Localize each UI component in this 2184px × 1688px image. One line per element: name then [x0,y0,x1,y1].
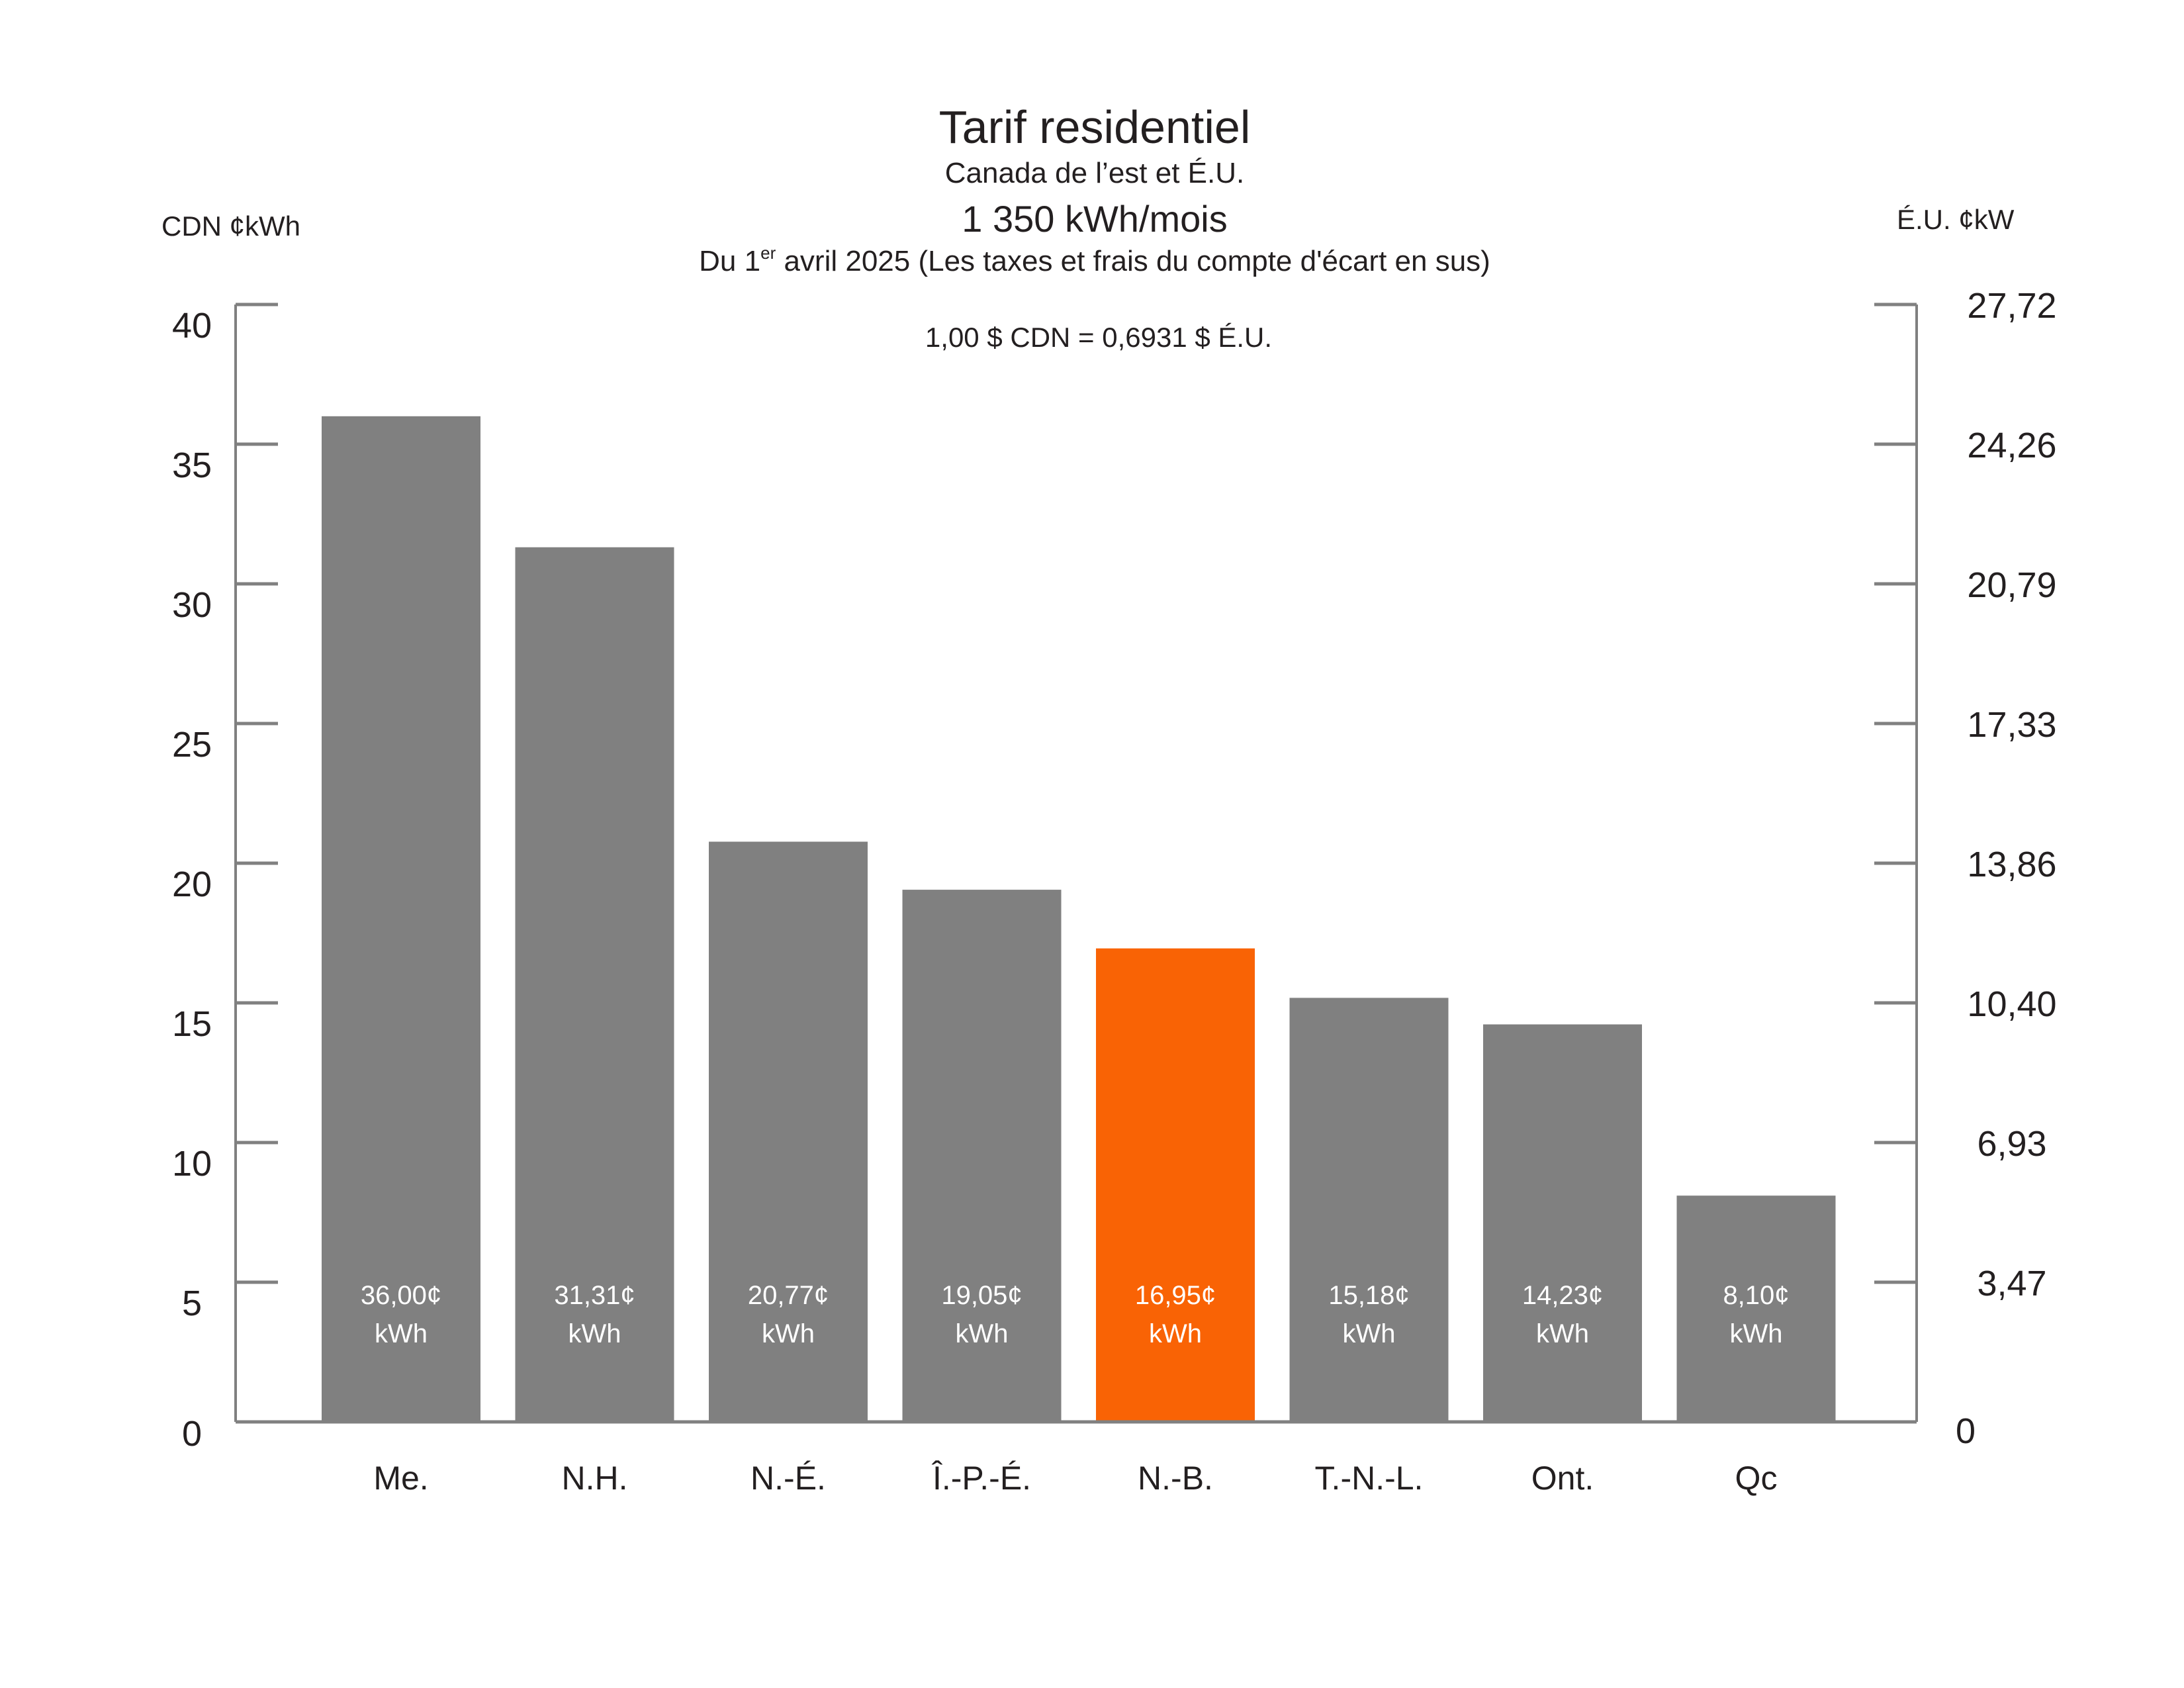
bar-1 [515,547,674,1422]
data-label-unit: kWh [956,1319,1009,1348]
right-tick-label: 0 [1956,1411,1976,1451]
right-tick-label: 24,26 [1967,426,2056,465]
exchange-rate: 1,00 $ CDN = 0,6931 $ É.U. [925,322,1272,353]
right-tick-label: 27,72 [1967,286,2056,326]
left-tick-label: 35 [172,445,212,485]
x-tick-label: T.-N.-L. [1315,1460,1424,1497]
bar-5 [1289,998,1449,1422]
x-tick-label: Î.-P.-É. [931,1460,1031,1497]
right-tick-label: 20,79 [1967,565,2056,605]
bar-7 [1676,1196,1836,1422]
left-tick-label: 40 [172,306,212,346]
bar-0 [322,416,480,1422]
left-axis-label: CDN ¢kWh [161,211,300,242]
x-tick-label: N.-É. [751,1460,826,1497]
left-tick-label: 10 [172,1144,212,1184]
x-tick-label: Ont. [1531,1460,1594,1497]
left-tick-label: 25 [172,725,212,765]
x-tick-label: Qc [1735,1460,1778,1497]
data-label-unit: kWh [1343,1319,1396,1348]
left-tick-label: 5 [182,1284,202,1323]
date-note-prefix: Du 1 [699,245,760,277]
x-tick-label: N.-B. [1138,1460,1213,1497]
data-label-unit: kWh [1149,1319,1202,1348]
data-label-value: 31,31¢ [554,1281,635,1310]
date-note-suffix: avril 2025 (Les taxes et frais du compte… [776,245,1490,277]
data-label-unit: kWh [569,1319,621,1348]
data-label-value: 8,10¢ [1723,1281,1789,1310]
right-axis-label: É.U. ¢kW [1897,204,2015,235]
right-tick-label: 3,47 [1977,1264,2046,1303]
right-tick-label: 10,40 [1967,984,2056,1024]
data-label-unit: kWh [1730,1319,1783,1348]
right-tick-label: 17,33 [1967,705,2056,745]
left-tick-label: 30 [172,585,212,625]
bar-4 [1096,948,1255,1422]
bar-2 [709,841,868,1422]
chart-subtitle: Canada de l’est et É.U. [945,157,1244,189]
chart-title: Tarif residentiel [939,101,1251,153]
bar-6 [1483,1024,1642,1422]
data-label-unit: kWh [1536,1319,1589,1348]
data-label-value: 15,18¢ [1328,1281,1409,1310]
data-label-value: 16,95¢ [1135,1281,1216,1310]
data-label-value: 36,00¢ [361,1281,441,1310]
date-note: Du 1er avril 2025 (Les taxes et frais du… [699,243,1490,277]
data-label-value: 14,23¢ [1522,1281,1603,1310]
date-note-sup: er [760,243,776,263]
left-tick-label: 0 [182,1414,202,1454]
usage-label: 1 350 kWh/mois [962,198,1228,240]
data-label-unit: kWh [762,1319,815,1348]
left-tick-label: 20 [172,865,212,904]
x-tick-label: Me. [373,1460,428,1497]
data-label-value: 20,77¢ [748,1281,829,1310]
data-label-unit: kWh [375,1319,428,1348]
data-label-value: 19,05¢ [941,1281,1022,1310]
right-tick-label: 13,86 [1967,845,2056,884]
left-tick-label: 15 [172,1004,212,1044]
right-tick-label: 6,93 [1977,1124,2046,1164]
bar-3 [902,890,1062,1422]
x-tick-label: N.H. [562,1460,628,1497]
